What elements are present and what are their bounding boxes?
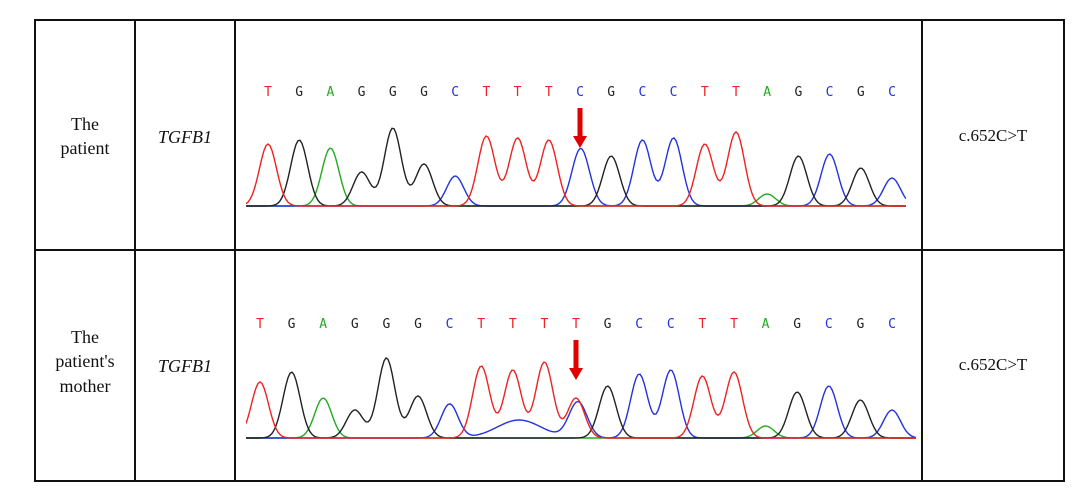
base-call-T: T xyxy=(264,85,272,100)
mutation-arrow-head-icon xyxy=(569,368,583,380)
base-call-C: C xyxy=(446,317,454,332)
trace-line-G xyxy=(246,357,916,439)
variant-label: c.652C>T xyxy=(958,355,1028,374)
table-col-divider-2 xyxy=(234,19,236,482)
base-call-C: C xyxy=(638,85,646,100)
mutation-arrow-icon xyxy=(573,340,579,370)
base-call-G: G xyxy=(794,85,802,100)
sample-label-line: patient xyxy=(60,138,110,159)
base-call-T: T xyxy=(514,85,522,100)
base-call-G: G xyxy=(295,85,303,100)
base-call-T: T xyxy=(256,317,264,332)
base-call-A: A xyxy=(319,317,327,332)
trace-line-T xyxy=(246,361,916,439)
base-call-T: T xyxy=(482,85,490,100)
base-call-T: T xyxy=(730,317,738,332)
base-call-T: T xyxy=(572,317,580,332)
trace-line-C xyxy=(246,137,906,207)
sample-label-line: patient's xyxy=(55,351,115,372)
table-border-bottom xyxy=(34,480,1065,482)
base-call-C: C xyxy=(576,85,584,100)
base-call-G: G xyxy=(389,85,397,100)
table-col-divider-3 xyxy=(921,19,923,482)
base-call-G: G xyxy=(793,317,801,332)
base-call-G: G xyxy=(351,317,359,332)
base-call-G: G xyxy=(382,317,390,332)
mutation-arrow-icon xyxy=(577,108,583,138)
base-call-G: G xyxy=(288,317,296,332)
gene-name: TGFB1 xyxy=(158,356,212,376)
base-call-G: G xyxy=(420,85,428,100)
base-call-G: G xyxy=(604,317,612,332)
sample-label-line: mother xyxy=(59,375,111,396)
trace-line-T xyxy=(246,130,906,207)
table-col-divider-1 xyxy=(134,19,136,482)
base-call-C: C xyxy=(670,85,678,100)
base-call-G: G xyxy=(358,85,366,100)
base-call-G: G xyxy=(607,85,615,100)
base-call-C: C xyxy=(825,317,833,332)
table-border-top xyxy=(34,19,1065,21)
base-call-T: T xyxy=(545,85,553,100)
base-call-G: G xyxy=(414,317,422,332)
base-call-A: A xyxy=(326,85,334,100)
table-border-left xyxy=(34,19,36,482)
sample-label: The patient xyxy=(36,112,134,161)
mutation-arrow-head-icon xyxy=(573,136,587,148)
base-call-T: T xyxy=(698,317,706,332)
base-call-A: A xyxy=(763,85,771,100)
sample-label-line: The xyxy=(71,114,99,134)
base-call-C: C xyxy=(451,85,459,100)
base-call-G: G xyxy=(856,317,864,332)
table-border-right xyxy=(1063,19,1065,482)
base-call-T: T xyxy=(477,317,485,332)
base-call-A: A xyxy=(762,317,770,332)
gene-name: TGFB1 xyxy=(158,127,212,147)
base-call-C: C xyxy=(888,85,896,100)
base-call-C: C xyxy=(635,317,643,332)
base-call-C: C xyxy=(888,317,896,332)
base-call-T: T xyxy=(509,317,517,332)
sample-label: The patient's mother xyxy=(36,325,134,398)
base-call-T: T xyxy=(540,317,548,332)
base-call-C: C xyxy=(826,85,834,100)
base-call-T: T xyxy=(701,85,709,100)
sample-label-line: The xyxy=(71,327,99,347)
base-call-T: T xyxy=(732,85,740,100)
table-row-divider xyxy=(34,249,1065,251)
base-call-G: G xyxy=(857,85,865,100)
base-call-C: C xyxy=(667,317,675,332)
variant-label: c.652C>T xyxy=(958,126,1028,145)
